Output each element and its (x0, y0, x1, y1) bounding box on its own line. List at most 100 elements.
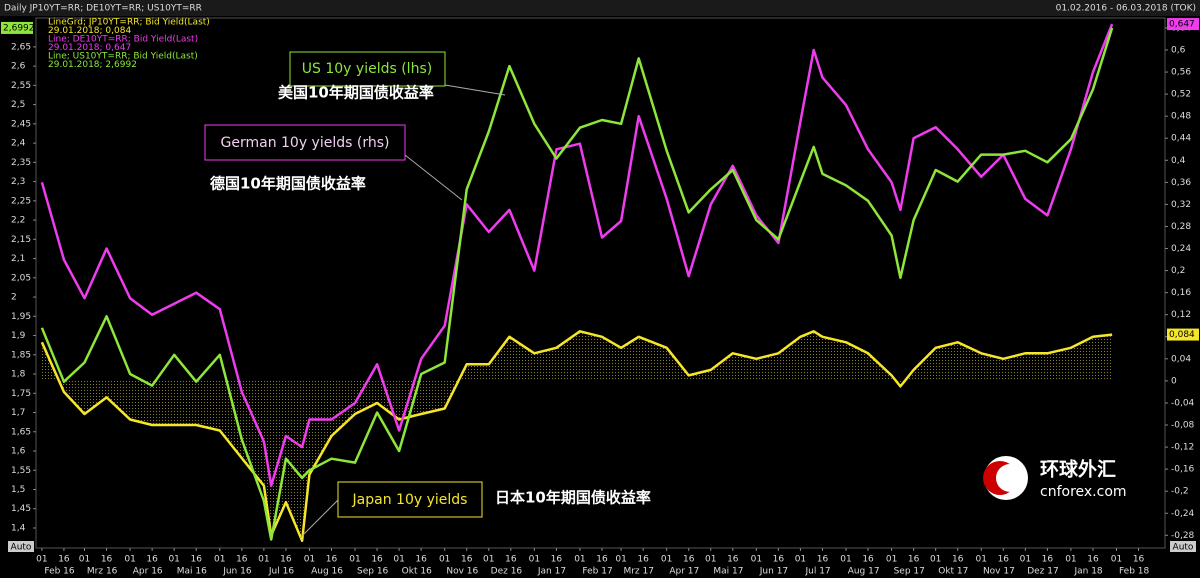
month-label: Jul 17 (804, 567, 830, 577)
y-tick-label: 1,9 (11, 331, 26, 341)
x-tick-label: 16 (908, 555, 920, 565)
y-tick-label: 2,45 (11, 119, 31, 129)
y2-tick-label: 0,32 (1171, 200, 1191, 210)
x-tick-label: 01 (615, 555, 626, 565)
leader-line (404, 154, 463, 201)
chart-subtitle: 01.02.2016 - 06.03.2018 (TOK) (1056, 4, 1196, 14)
line (40, 330, 1113, 543)
annotation: 日本10年期国债收益率 (495, 489, 651, 507)
x-tick-label: 16 (461, 555, 473, 565)
line (40, 23, 1114, 487)
x-tick-label: 16 (505, 555, 517, 565)
x-tick-label: 16 (236, 555, 248, 565)
x-tick-label: 16 (998, 555, 1010, 565)
annotation: German 10y yields (rhs) (221, 135, 390, 151)
y2-tick-label: -0,08 (1171, 421, 1195, 431)
y2-tick-label: 0,12 (1171, 310, 1191, 320)
month-label: Okt 17 (938, 567, 968, 577)
month-label: Sep 16 (357, 567, 389, 577)
x-tick-label: 01 (1065, 555, 1076, 565)
month-label: Apr 17 (669, 567, 699, 577)
month-label: Mai 17 (713, 567, 743, 577)
x-tick-label: 01 (840, 555, 851, 565)
y-tick-label: 1,8 (11, 370, 26, 380)
x-tick-label: 16 (146, 555, 158, 565)
month-label: Jun 17 (759, 567, 788, 577)
y-tick-label: 2,25 (11, 196, 31, 206)
last-value-label: 2,6992 (3, 23, 35, 33)
x-tick-label: 16 (58, 555, 70, 565)
axis-mode-label[interactable]: Auto (1173, 543, 1194, 553)
month-label: Nov 17 (983, 567, 1015, 577)
y2-tick-label: -0,12 (1171, 443, 1194, 453)
y-tick-label: 2 (11, 293, 17, 303)
x-tick-label: 01 (1111, 555, 1122, 565)
x-tick-label: 16 (952, 555, 964, 565)
x-tick-label: 01 (483, 555, 494, 565)
y-tick-label: 1,6 (11, 447, 26, 457)
y2-tick-label: 0,16 (1171, 288, 1191, 298)
y2-tick-label: 0,44 (1171, 134, 1191, 144)
y2-tick-label: 0,6 (1171, 45, 1186, 55)
legend-entry: Line; US10YT=RR; Bid Yield(Last) (48, 52, 198, 62)
y-tick-label: 1,95 (11, 312, 31, 322)
axis-mode[interactable] (1170, 541, 1196, 552)
axis-mode[interactable] (8, 541, 34, 552)
x-tick-label: 01 (705, 555, 716, 565)
x-tick-label: 01 (258, 555, 269, 565)
x-tick-label: 16 (862, 555, 874, 565)
x-tick-label: 01 (661, 555, 672, 565)
last-value-box (1167, 328, 1199, 341)
y-tick-label: 2,05 (11, 273, 31, 283)
y2-tick-label: -0,04 (1171, 398, 1195, 408)
month-label: Dez 16 (491, 567, 523, 577)
x-tick-label: 01 (886, 555, 897, 565)
month-label: Mai 16 (177, 567, 207, 577)
plot-frame (35, 17, 1166, 549)
y-tick-label: 1,85 (11, 350, 31, 360)
y-tick-label: 1,65 (11, 427, 31, 437)
x-tick-label: 16 (191, 555, 203, 565)
month-label: Aug 16 (311, 567, 343, 577)
x-tick-label: 16 (280, 555, 292, 565)
x-tick-label: 01 (574, 555, 585, 565)
month-label: Feb 17 (582, 567, 612, 577)
y2-tick-label: -0,2 (1171, 487, 1189, 497)
month-label: Jun 16 (222, 567, 252, 577)
x-tick-label: 16 (637, 555, 649, 565)
x-tick-label: 16 (1087, 555, 1099, 565)
legend-entry: Line; DE10YT=RR; Bid Yield(Last) (48, 35, 198, 45)
y-tick-label: 2,15 (11, 235, 31, 245)
annotations: US 10y yields (lhs) 美国10年期国债收益率 German 1… (204, 51, 651, 539)
y2-tick-label: -0,16 (1171, 465, 1195, 475)
watermark-site: cnforex.com (1040, 484, 1127, 500)
legend-value: 29.01.2018; 0,647 (48, 43, 131, 53)
y-tick-label: 2,3 (11, 177, 25, 187)
annotation-box (337, 481, 483, 518)
last-value-label: 0,647 (1169, 20, 1195, 30)
annotation-box (204, 124, 406, 161)
x-tick-label: 16 (1042, 555, 1054, 565)
x-tick-label: 01 (214, 555, 225, 565)
x-tick-label: 16 (683, 555, 695, 565)
x-tick-label: 01 (751, 555, 762, 565)
last-value-label: 0,084 (1169, 330, 1195, 340)
y2-tick-label: 0,48 (1171, 112, 1191, 122)
y-tick-label: 2,4 (11, 139, 26, 149)
y-tick-label: 2,65 (11, 42, 31, 52)
axis-mode-label[interactable]: Auto (11, 543, 32, 553)
x-tick-label: 01 (930, 555, 941, 565)
y-tick-label: 1,45 (11, 504, 31, 514)
y2-tick-label: 0,2 (1171, 266, 1185, 276)
x-tick-label: 16 (551, 555, 563, 565)
plot-area (40, 23, 1114, 543)
y-tick-label: 2,55 (11, 81, 31, 91)
x-tick-label: 01 (439, 555, 450, 565)
month-label: Feb 18 (1119, 567, 1150, 577)
y2-tick-label: 0,36 (1171, 178, 1191, 188)
line (40, 27, 1114, 541)
x-tick-label: 16 (415, 555, 427, 565)
y2-tick-label: 0,4 (1171, 156, 1186, 166)
y-tick-label: 1,7 (11, 408, 25, 418)
